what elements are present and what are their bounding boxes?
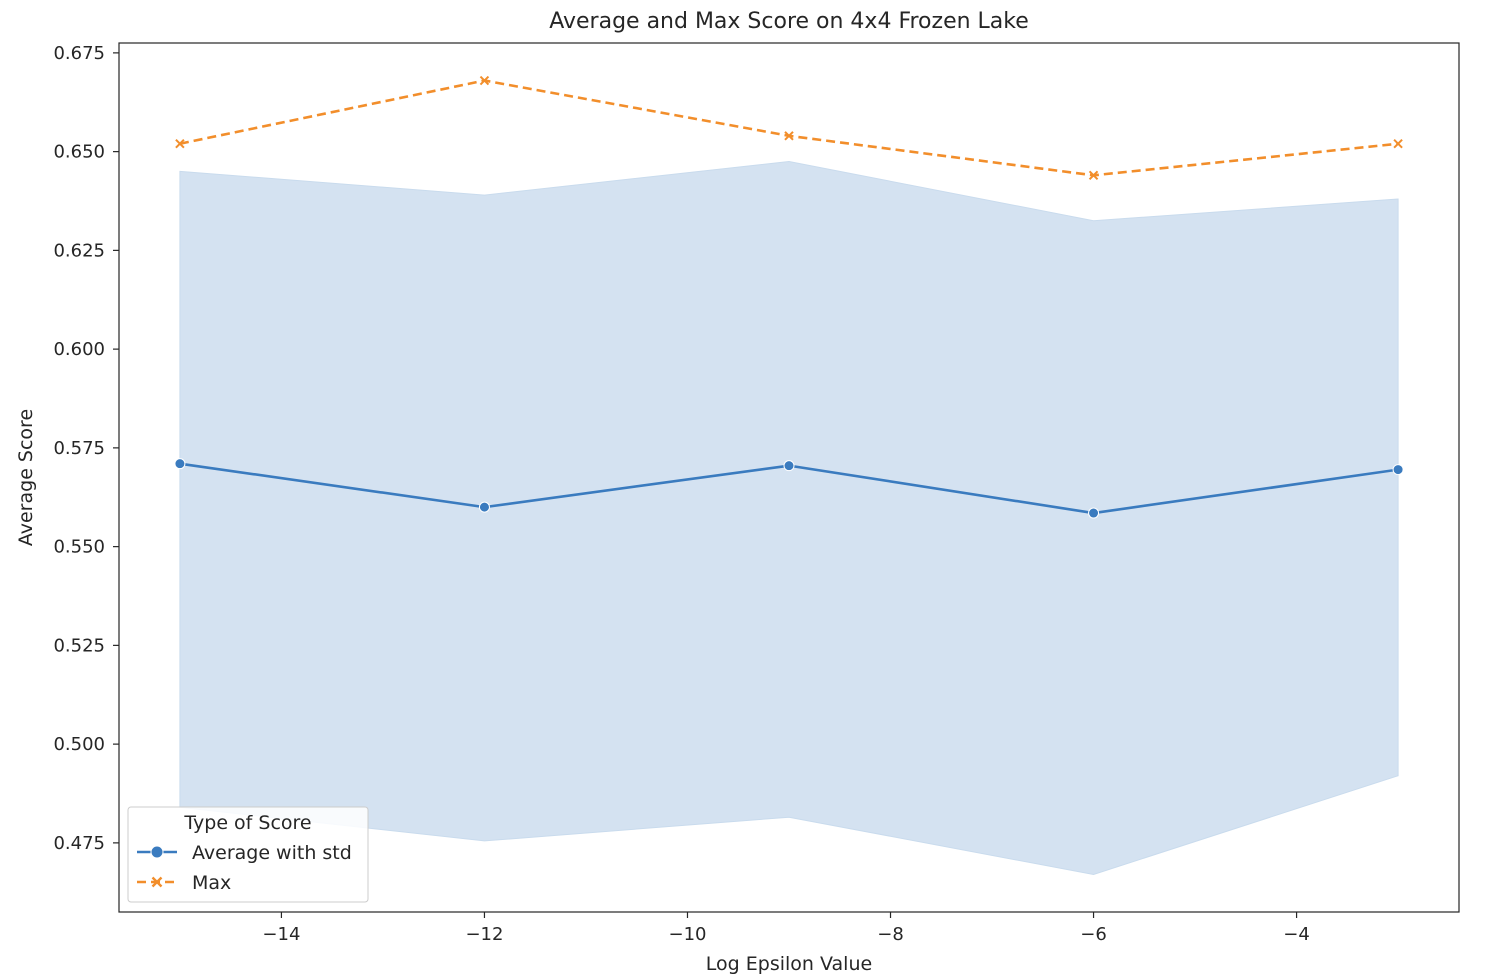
data-point-max	[784, 131, 794, 141]
legend: Type of Score Average with std Max	[127, 806, 369, 903]
x-tick-label: −4	[1283, 924, 1310, 945]
legend-swatch-marker	[151, 876, 163, 888]
x-tick-label: −8	[877, 924, 904, 945]
data-point-average-with-std	[783, 460, 795, 472]
legend-swatch-marker	[150, 845, 164, 859]
x-tick-label: −10	[668, 924, 706, 945]
legend-title: Type of Score	[183, 812, 311, 834]
y-tick-label: 0.675	[53, 43, 105, 64]
legend-item-average-with-std: Average with std	[137, 842, 352, 864]
legend-label: Max	[192, 872, 231, 894]
data-point-average-with-std	[1392, 464, 1404, 476]
std-band-layer	[179, 160, 1399, 875]
x-tick-label: −14	[262, 924, 300, 945]
data-point-average-with-std	[1088, 507, 1100, 519]
data-point-average-with-std	[478, 501, 490, 513]
x-tick-label: −6	[1080, 924, 1107, 945]
y-tick-label: 0.525	[53, 635, 105, 656]
y-tick-label: 0.475	[53, 833, 105, 854]
y-axis-ticks: 0.475 0.500 0.525 0.550 0.575 0.600 0.625 0.650…	[53, 43, 119, 854]
chart-title: Average and Max Score on 4x4 Frozen Lake	[549, 9, 1029, 34]
legend-item-max: Max	[137, 872, 231, 894]
legend-items: Average with std Max	[137, 842, 352, 894]
y-tick-label: 0.650	[53, 142, 105, 163]
legend-label: Average with std	[192, 842, 352, 864]
plot-frame	[118, 42, 1460, 913]
y-tick-label: 0.550	[53, 537, 105, 558]
data-point-max	[1088, 170, 1099, 181]
series-markers-layer	[174, 75, 1404, 519]
x-tick-label: −12	[465, 924, 503, 945]
data-point-max	[175, 139, 185, 149]
y-axis-label: Average Score	[15, 409, 37, 546]
x-axis-label: Log Epsilon Value	[706, 953, 872, 975]
data-point-max	[1393, 139, 1403, 149]
legend-box	[127, 806, 369, 903]
y-tick-label: 0.575	[53, 438, 105, 459]
y-tick-label: 0.500	[53, 734, 105, 755]
data-point-max	[479, 75, 490, 86]
y-tick-label: 0.600	[53, 339, 105, 360]
y-tick-label: 0.625	[53, 240, 105, 261]
data-point-average-with-std	[174, 458, 186, 470]
std-band	[179, 160, 1399, 875]
x-axis-ticks: −14 −12 −10 −8 −6 −4	[262, 912, 1310, 945]
